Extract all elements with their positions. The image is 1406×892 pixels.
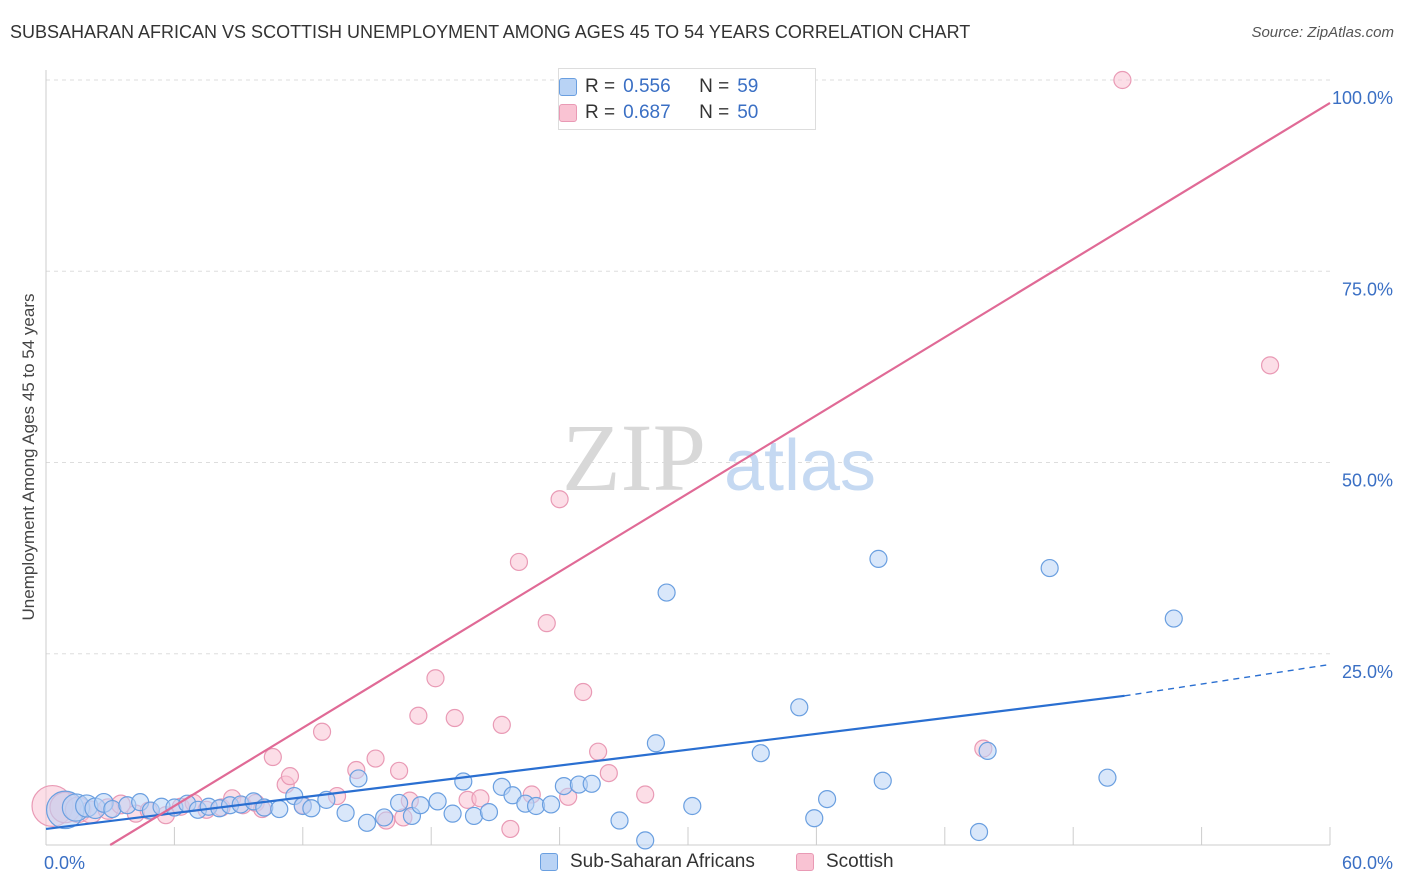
data-point (445, 708, 464, 728)
data-point (390, 793, 409, 813)
correlation-legend: R = 0.556 N = 59 R = 0.687 N = 50 (558, 68, 816, 130)
data-point (554, 776, 573, 796)
x-tick-label: 60.0% (1342, 853, 1393, 873)
data-point (270, 799, 289, 819)
watermark-atlas: atlas (724, 426, 876, 506)
legend-label: Sub-Saharan Africans (570, 851, 755, 872)
data-point (790, 698, 809, 717)
y-tick-label: 75.0% (1342, 279, 1393, 299)
data-point (263, 747, 282, 767)
data-point (537, 614, 556, 633)
data-point (541, 795, 561, 814)
data-point (390, 761, 409, 780)
legend-r-label: R = (585, 76, 616, 97)
data-point (751, 744, 770, 763)
y-tick-label: 100.0% (1332, 88, 1393, 108)
data-point (443, 804, 462, 823)
y-tick-label: 25.0% (1342, 662, 1393, 682)
trend-lines (45, 102, 1331, 846)
data-point (873, 771, 892, 790)
data-point (375, 808, 394, 827)
data-point (526, 796, 546, 816)
tick-labels: 25.0% 50.0% 75.0% 100.0% 0.0% 60.0% (44, 88, 1393, 873)
data-point (610, 811, 629, 830)
data-point (805, 809, 824, 828)
legend-swatch-pink (559, 104, 577, 122)
data-point (471, 789, 490, 808)
data-point (657, 583, 676, 602)
legend-label: Scottish (826, 851, 894, 872)
data-point (501, 819, 520, 839)
series-legend: Sub-Saharan Africans Scottish (0, 851, 1406, 877)
data-point (464, 806, 484, 826)
axes (45, 70, 1330, 846)
data-point (646, 734, 666, 753)
data-point (1098, 768, 1117, 787)
series-subsaharan-points (45, 549, 1183, 850)
legend-row-scottish: R = 0.687 N = 50 (559, 101, 759, 125)
trend-line-pink (109, 102, 1331, 846)
watermark-zip: ZIP (562, 404, 706, 511)
data-point (349, 769, 368, 788)
trend-line-blue (45, 694, 1125, 831)
data-point (426, 669, 445, 688)
legend-item-subsaharan[interactable]: Sub-Saharan Africans (540, 851, 755, 873)
data-point (636, 831, 655, 850)
data-point (817, 789, 837, 809)
data-point (978, 741, 997, 761)
y-axis-label: Unemployment Among Ages 45 to 54 years (19, 294, 38, 621)
source-label: Source: ZipAtlas.com (1251, 24, 1394, 41)
legend-swatch-blue (559, 78, 577, 96)
data-point (1113, 70, 1132, 90)
y-tick-label: 50.0% (1342, 471, 1393, 491)
data-point (869, 549, 888, 568)
data-point (636, 785, 655, 804)
data-point (357, 813, 377, 832)
data-point (411, 796, 430, 815)
data-point (550, 490, 569, 509)
legend-r-label: R = (585, 102, 616, 123)
data-point (509, 552, 529, 572)
watermark: ZIP atlas (562, 404, 876, 511)
data-point (103, 799, 122, 819)
x-tick-label: 0.0% (44, 853, 85, 873)
legend-n-label: N = (699, 76, 730, 97)
data-point (574, 682, 593, 702)
data-point (280, 767, 300, 786)
data-point (454, 772, 473, 791)
data-point (366, 749, 385, 768)
data-point (683, 796, 702, 816)
legend-n-value: 59 (737, 76, 759, 97)
legend-r-value: 0.556 (623, 76, 671, 97)
legend-swatch-blue (540, 853, 558, 871)
data-point (479, 803, 499, 822)
data-point (409, 706, 428, 725)
data-point (1164, 609, 1183, 628)
data-point (589, 742, 608, 761)
data-point (302, 799, 321, 818)
legend-item-scottish[interactable]: Scottish (796, 851, 894, 873)
data-point (503, 786, 522, 805)
legend-row-subsaharan: R = 0.556 N = 59 (559, 75, 759, 99)
legend-swatch-pink (796, 853, 814, 871)
data-point (312, 722, 332, 741)
data-point (428, 792, 447, 811)
legend-n-label: N = (699, 102, 730, 123)
data-point (336, 803, 355, 822)
legend-r-value: 0.687 (623, 102, 671, 123)
trend-extension-blue (1124, 663, 1331, 697)
data-point (599, 763, 618, 783)
data-point (969, 822, 989, 842)
data-point (582, 774, 601, 793)
data-point (1040, 558, 1059, 578)
data-point (492, 715, 511, 734)
chart-title: SUBSAHARAN AFRICAN VS SCOTTISH UNEMPLOYM… (10, 22, 971, 42)
data-point (1260, 356, 1280, 375)
legend-n-value: 50 (737, 102, 759, 123)
